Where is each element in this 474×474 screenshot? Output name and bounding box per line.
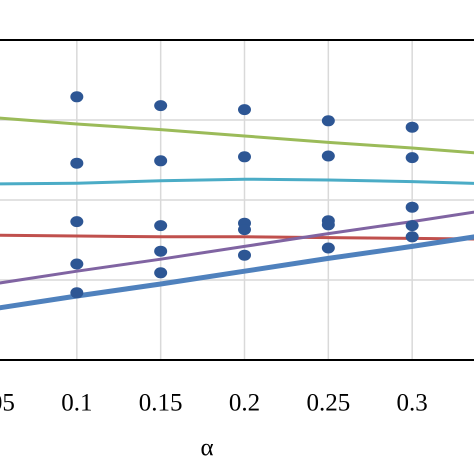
x-tick-label: 0.3: [397, 390, 428, 417]
point: [405, 231, 419, 243]
line: [0, 177, 474, 186]
point: [405, 152, 419, 164]
point: [321, 219, 335, 231]
point: [154, 267, 168, 279]
point: [321, 150, 335, 162]
point: [70, 287, 84, 299]
x-tick-label: 0.1: [61, 390, 92, 417]
x-tick-label: 0.15: [139, 390, 183, 417]
point: [154, 155, 168, 167]
point: [321, 115, 335, 127]
x-tick-label: 0.05: [0, 390, 15, 417]
line: [0, 233, 474, 241]
point: [238, 104, 251, 116]
point: [405, 201, 419, 213]
point: [238, 151, 251, 163]
x-tick-label: 0.2: [229, 390, 260, 417]
point: [70, 258, 84, 270]
point: [238, 249, 251, 261]
point: [70, 91, 84, 103]
point: [154, 100, 168, 112]
point: [238, 224, 251, 236]
point: [321, 242, 335, 254]
point: [405, 220, 419, 232]
x-tick-label: 0.25: [306, 390, 350, 417]
point: [70, 216, 84, 228]
x-axis-label: α: [200, 435, 213, 462]
point: [70, 157, 84, 169]
point: [154, 245, 168, 257]
point: [405, 121, 419, 133]
line: [0, 116, 474, 155]
point: [154, 220, 168, 232]
